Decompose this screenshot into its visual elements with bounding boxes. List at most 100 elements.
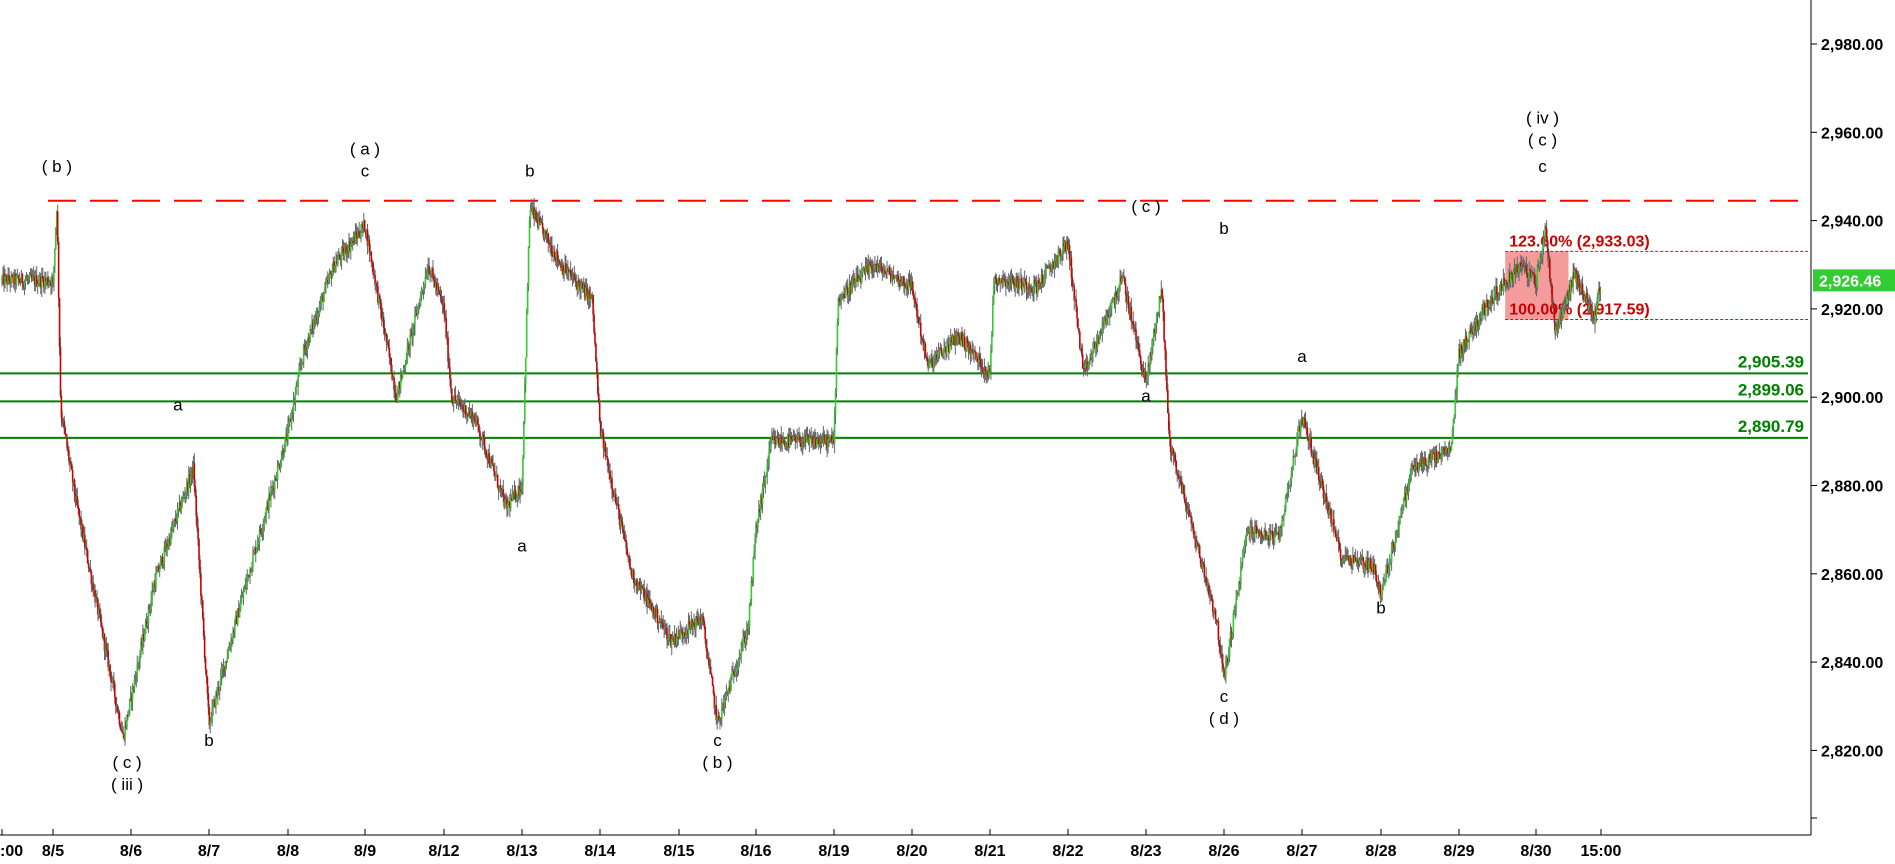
candle-body bbox=[1021, 284, 1024, 290]
candle-body bbox=[199, 559, 201, 574]
candle-body bbox=[156, 571, 158, 574]
candle-body bbox=[325, 283, 327, 286]
candle-body bbox=[1460, 344, 1463, 351]
candle-body bbox=[1263, 530, 1266, 540]
candle-body bbox=[1289, 480, 1292, 487]
candle-body bbox=[1196, 542, 1199, 546]
candle-body bbox=[1144, 371, 1147, 383]
candle-body bbox=[1498, 294, 1501, 296]
candle-body bbox=[83, 534, 85, 541]
candle-body bbox=[935, 354, 938, 360]
candle-body bbox=[423, 285, 426, 288]
candle-body bbox=[1199, 557, 1202, 564]
candle-body bbox=[912, 290, 915, 297]
candle-body bbox=[783, 440, 785, 444]
candle-body bbox=[302, 345, 305, 362]
candle-body bbox=[416, 312, 418, 316]
candle-body bbox=[1473, 323, 1476, 328]
candle-body bbox=[126, 714, 128, 728]
candle-body bbox=[1180, 479, 1182, 483]
candle-body bbox=[1439, 454, 1442, 459]
candle-body bbox=[398, 381, 400, 390]
candle-body bbox=[1518, 267, 1520, 273]
candle-body bbox=[1193, 530, 1195, 539]
candle-body bbox=[1434, 450, 1437, 462]
candle-body bbox=[1535, 285, 1538, 287]
wave-label: ( a ) bbox=[350, 139, 380, 158]
candle-body bbox=[5, 275, 7, 277]
candle-body bbox=[863, 268, 866, 274]
candle-body bbox=[711, 676, 714, 686]
candle-body bbox=[1226, 657, 1228, 661]
candle-body bbox=[169, 537, 171, 544]
candle-body bbox=[719, 718, 721, 720]
candle-body bbox=[1021, 278, 1023, 290]
candle-body bbox=[1017, 281, 1019, 288]
candle-body bbox=[1539, 255, 1542, 262]
candle-body bbox=[1172, 449, 1175, 456]
candle-body bbox=[644, 599, 646, 601]
candle-body bbox=[1339, 549, 1342, 559]
candle-body bbox=[374, 275, 376, 286]
candle-body bbox=[633, 570, 635, 583]
candle-body bbox=[633, 582, 636, 585]
candle-body bbox=[837, 298, 840, 322]
candle-body bbox=[181, 497, 183, 506]
candle-body bbox=[34, 275, 37, 285]
candle-body bbox=[770, 440, 772, 448]
candle-body bbox=[283, 452, 286, 456]
candle-body bbox=[1251, 526, 1253, 538]
candle-body bbox=[1528, 268, 1531, 278]
candle-body bbox=[1257, 530, 1260, 533]
candle-body bbox=[794, 436, 797, 442]
candle-body bbox=[226, 657, 229, 662]
candle-body bbox=[175, 521, 178, 523]
candle-body bbox=[588, 290, 591, 300]
candle-body bbox=[32, 276, 35, 278]
candle-body bbox=[888, 266, 890, 272]
candle-body bbox=[864, 265, 867, 274]
candle-body bbox=[69, 462, 72, 464]
candle-body bbox=[1095, 343, 1098, 347]
candle-body bbox=[393, 377, 395, 390]
candle-body bbox=[168, 537, 170, 545]
candle-body bbox=[1373, 564, 1376, 574]
candle-body bbox=[1405, 486, 1408, 502]
candle-body bbox=[813, 440, 815, 447]
candle-body bbox=[1524, 265, 1527, 267]
candle-body bbox=[1135, 329, 1137, 341]
candle-body bbox=[712, 685, 715, 694]
candle-body bbox=[1077, 318, 1079, 329]
candle-body bbox=[177, 508, 180, 510]
candle-body bbox=[1501, 288, 1504, 291]
candle-body bbox=[1127, 296, 1130, 309]
candle-body bbox=[524, 383, 526, 422]
candle-body bbox=[378, 295, 380, 303]
candle-body bbox=[1505, 282, 1507, 286]
candle-body bbox=[216, 693, 218, 696]
candle-body bbox=[552, 254, 554, 257]
candle-body bbox=[377, 286, 379, 303]
candle-body bbox=[1067, 244, 1070, 249]
candle-body bbox=[1250, 526, 1252, 528]
candle-body bbox=[795, 441, 798, 443]
candle-body bbox=[1020, 278, 1022, 281]
candle-body bbox=[99, 609, 101, 614]
candle-body bbox=[627, 555, 629, 557]
candle-body bbox=[30, 274, 33, 279]
candle-body bbox=[1580, 285, 1582, 293]
candle-body bbox=[977, 357, 979, 363]
candle-body bbox=[658, 621, 661, 624]
candle-body bbox=[705, 638, 707, 648]
candle-body bbox=[1433, 453, 1436, 462]
candle-body bbox=[858, 278, 860, 282]
candle-body bbox=[675, 636, 678, 644]
candle-body bbox=[772, 436, 775, 440]
candle-body bbox=[830, 435, 832, 439]
candle-body bbox=[391, 372, 393, 380]
candle-body bbox=[904, 283, 906, 287]
candle-body bbox=[1276, 531, 1279, 534]
candle-body bbox=[1592, 311, 1595, 317]
candle-body bbox=[337, 259, 339, 265]
candle-body bbox=[741, 646, 743, 651]
